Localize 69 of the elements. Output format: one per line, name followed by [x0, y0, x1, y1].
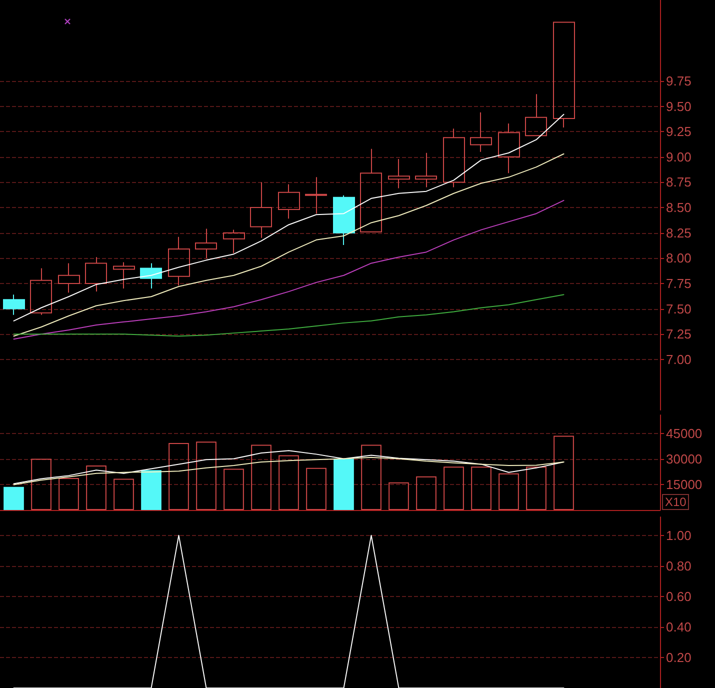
bar: [471, 466, 492, 510]
bar: [196, 442, 216, 510]
y-tick-label: 8.00: [666, 250, 692, 266]
bar: [498, 473, 519, 510]
bar: [278, 455, 299, 510]
y-tick-label: 30000: [666, 452, 702, 467]
y-tick-label: 7.75: [666, 276, 692, 291]
line-series: [13, 153, 564, 337]
line-series: [13, 294, 564, 337]
y-tick-label: 9.75: [666, 73, 692, 88]
candlestick: [470, 112, 492, 152]
candlestick: [85, 256, 107, 292]
candlestick: [360, 148, 382, 232]
bar: [4, 486, 24, 510]
candlestick: [415, 152, 437, 188]
y-tick-label: 45000: [666, 426, 702, 442]
bar: [114, 478, 134, 510]
line-series: [13, 456, 564, 486]
bar: [168, 442, 189, 510]
y-tick-label: 0.80: [666, 558, 692, 574]
candlestick: [333, 194, 355, 246]
bar: [31, 458, 52, 510]
candlestick: [3, 294, 25, 316]
y-tick-label: 7.50: [666, 301, 692, 316]
bar: [224, 468, 244, 510]
bar: [361, 444, 382, 510]
line-series: [13, 114, 564, 322]
candlestick: [223, 229, 245, 254]
candlestick: [498, 123, 520, 174]
line-series: [13, 200, 564, 340]
bar: [58, 478, 79, 510]
y-tick-label: 0.60: [666, 588, 692, 604]
candlestick: [305, 176, 327, 214]
candlestick: [388, 158, 410, 189]
bar: [526, 466, 546, 510]
candlestick: [250, 182, 272, 238]
y-tick-label: 15000: [666, 477, 702, 492]
text: X10: [662, 494, 690, 510]
candlestick: [140, 262, 162, 290]
candlestick: [195, 228, 217, 259]
candlestick: [278, 184, 300, 220]
bar: [86, 466, 106, 510]
bar: [141, 470, 162, 510]
candlestick: [113, 262, 135, 290]
y-tick-label: 8.75: [666, 174, 692, 190]
y-tick-label: 8.50: [666, 200, 692, 216]
y-tick-label: 9.50: [666, 98, 692, 114]
bar: [416, 476, 436, 510]
candlestick: [168, 236, 190, 286]
y-tick-label: 8.25: [666, 225, 692, 240]
bar: [444, 466, 464, 510]
bar: [306, 468, 326, 510]
bar: [334, 458, 354, 510]
bar: [251, 444, 272, 510]
candlestick: [443, 128, 465, 188]
candlestick: [58, 262, 80, 294]
bar: [388, 482, 409, 510]
y-tick-label: 7.00: [666, 352, 692, 367]
y-tick-label: 0.20: [666, 650, 692, 665]
candlestick: [553, 22, 575, 128]
y-tick-label: 7.25: [666, 326, 692, 342]
y-tick-label: 9.25: [666, 124, 692, 140]
y-tick-label: 9.00: [666, 149, 692, 164]
candlestick: [525, 94, 547, 136]
y-tick-label: 0.40: [666, 619, 692, 634]
line-series: [13, 450, 564, 484]
bar: [554, 436, 574, 510]
candlestick: [30, 268, 52, 316]
y-tick-label: 1.00: [666, 528, 692, 543]
